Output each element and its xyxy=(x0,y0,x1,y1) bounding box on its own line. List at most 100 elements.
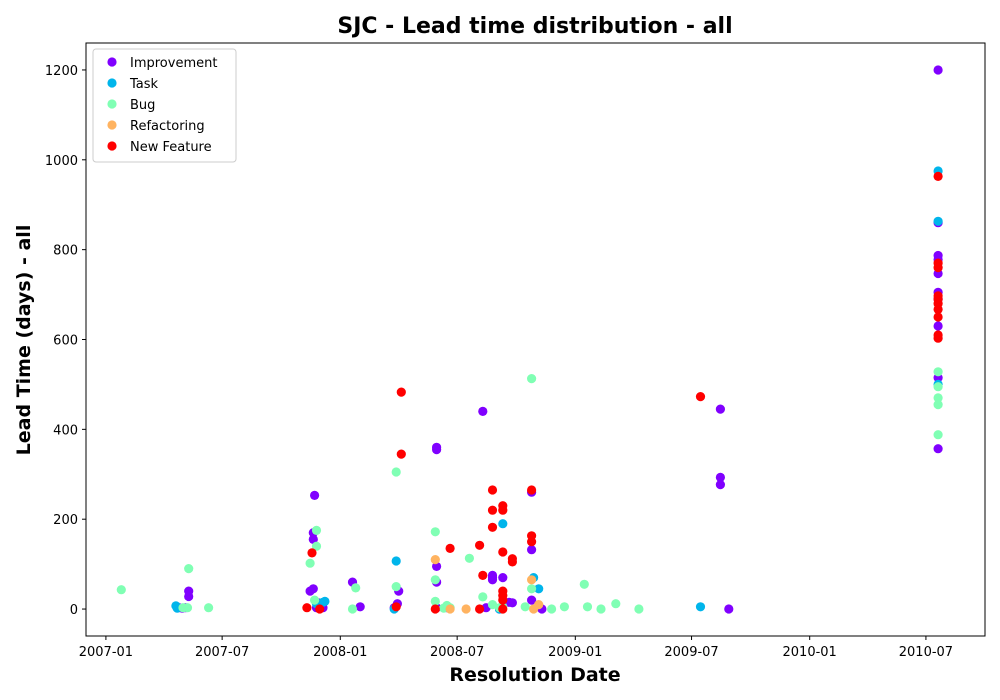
data-point xyxy=(715,472,726,482)
data-point xyxy=(487,600,498,610)
x-tick-label: 2007-07 xyxy=(195,645,249,660)
data-point xyxy=(487,505,498,515)
data-point xyxy=(547,604,557,614)
legend-marker xyxy=(107,141,117,151)
data-point xyxy=(611,599,621,609)
series-refactoring xyxy=(430,555,544,614)
data-point xyxy=(487,485,498,495)
x-axis-label: Resolution Date xyxy=(449,664,620,686)
x-axis-ticks: 2007-01 2007-07 2008-01 2008-07 2009-01 2009-… xyxy=(79,636,953,660)
data-point xyxy=(351,583,361,593)
data-point xyxy=(182,603,193,613)
data-point xyxy=(308,584,318,594)
data-point xyxy=(527,575,537,585)
data-point xyxy=(498,595,508,605)
data-point xyxy=(695,392,706,402)
data-point xyxy=(498,573,508,583)
legend-label: Refactoring xyxy=(130,119,205,134)
y-tick-label: 1200 xyxy=(45,64,78,79)
data-point xyxy=(498,505,508,515)
data-point xyxy=(933,65,943,75)
data-point xyxy=(445,543,455,554)
data-point xyxy=(310,595,320,605)
y-tick-label: 800 xyxy=(53,244,78,259)
data-point xyxy=(527,374,537,384)
data-point xyxy=(475,604,485,614)
data-point xyxy=(430,575,440,585)
data-point xyxy=(391,467,401,477)
data-point xyxy=(464,553,474,563)
data-point xyxy=(724,604,734,614)
data-point xyxy=(320,596,330,607)
data-point xyxy=(396,387,406,397)
legend-marker xyxy=(107,99,117,109)
data-point xyxy=(534,600,544,610)
data-point xyxy=(430,555,440,565)
y-tick-label: 200 xyxy=(53,513,78,528)
data-point xyxy=(315,604,325,614)
data-point xyxy=(478,592,488,602)
data-point xyxy=(116,585,126,595)
data-point xyxy=(596,604,606,614)
data-point xyxy=(475,540,485,550)
x-tick-label: 2010-01 xyxy=(783,645,837,660)
y-tick-label: 400 xyxy=(53,423,78,438)
data-point xyxy=(582,602,593,612)
data-point xyxy=(432,561,442,572)
data-point xyxy=(933,333,943,343)
data-point xyxy=(430,604,440,614)
legend: Improvement Task Bug Refactoring New Feature xyxy=(92,48,237,163)
data-point xyxy=(302,603,312,613)
data-point xyxy=(310,490,320,500)
legend-marker xyxy=(107,78,117,88)
x-tick-label: 2010-07 xyxy=(899,645,953,660)
series-bug xyxy=(116,367,943,614)
data-point xyxy=(498,519,508,529)
data-point xyxy=(445,604,455,614)
y-axis-label: Lead Time (days) - all xyxy=(13,225,35,456)
x-tick-label: 2008-07 xyxy=(430,645,484,660)
data-point xyxy=(933,312,943,322)
data-point xyxy=(527,537,537,547)
data-point xyxy=(933,171,943,181)
data-point xyxy=(933,304,943,314)
data-point xyxy=(478,406,488,416)
data-point xyxy=(432,445,442,455)
data-point xyxy=(507,557,517,567)
x-tick-label: 2007-01 xyxy=(79,645,133,660)
data-point xyxy=(184,564,194,574)
data-point xyxy=(520,602,530,612)
data-point xyxy=(527,545,537,555)
data-point xyxy=(430,596,440,607)
legend-label: Bug xyxy=(130,98,155,113)
data-point xyxy=(527,485,537,495)
y-tick-label: 1000 xyxy=(45,154,78,169)
legend-label: Improvement xyxy=(130,56,217,71)
legend-marker xyxy=(107,57,117,67)
data-point xyxy=(933,263,943,273)
y-tick-label: 0 xyxy=(70,603,78,618)
data-point xyxy=(355,602,365,612)
data-point xyxy=(498,604,508,614)
legend-label: New Feature xyxy=(130,140,212,155)
legend-frame xyxy=(92,48,237,163)
legend-label: Task xyxy=(129,77,159,92)
data-point xyxy=(430,527,440,537)
data-point xyxy=(579,579,589,589)
data-point xyxy=(527,595,537,605)
legend-marker xyxy=(107,120,117,130)
data-point xyxy=(695,602,706,612)
data-point xyxy=(933,393,943,403)
x-tick-label: 2008-01 xyxy=(313,645,367,660)
data-point xyxy=(204,603,214,613)
data-point xyxy=(933,321,943,331)
data-point xyxy=(933,444,943,454)
data-point xyxy=(311,541,322,551)
data-point xyxy=(933,430,943,440)
data-point xyxy=(347,604,358,614)
data-point xyxy=(715,480,726,490)
data-point xyxy=(391,602,401,612)
data-point xyxy=(307,548,317,558)
data-point xyxy=(634,604,644,614)
